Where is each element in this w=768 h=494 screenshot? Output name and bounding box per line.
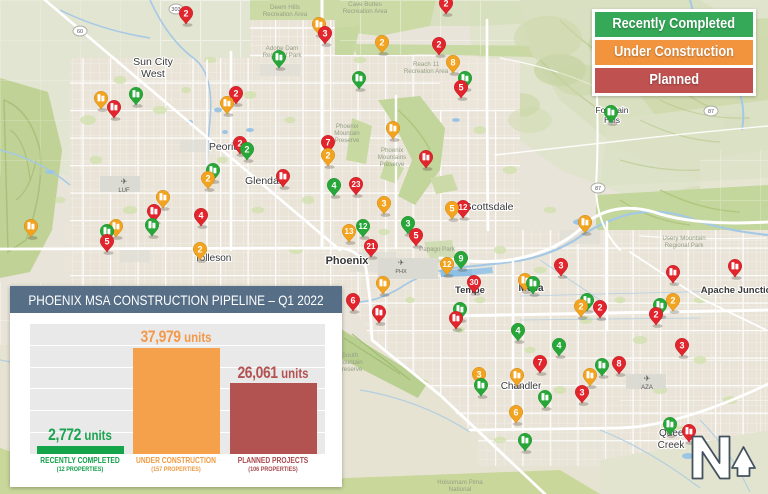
svg-text:Mountain: Mountain (334, 130, 360, 137)
svg-text:6: 6 (513, 407, 518, 417)
svg-text:Peoria: Peoria (209, 141, 240, 153)
svg-text:Phoenix: Phoenix (336, 123, 359, 130)
svg-text:60: 60 (77, 29, 83, 35)
svg-text:4: 4 (556, 340, 561, 350)
svg-text:4: 4 (515, 325, 520, 335)
svg-text:3: 3 (679, 340, 684, 350)
svg-text:Holsomam Pima: Holsomam Pima (437, 479, 483, 486)
svg-text:✈: ✈ (398, 258, 405, 267)
svg-text:6: 6 (350, 295, 355, 305)
svg-text:National: National (449, 486, 472, 493)
svg-text:LUF: LUF (118, 188, 130, 194)
svg-text:21: 21 (367, 242, 376, 251)
svg-text:7: 7 (537, 357, 542, 367)
svg-text:13: 13 (345, 227, 354, 236)
svg-text:Reach 11: Reach 11 (413, 61, 440, 68)
svg-text:7: 7 (325, 137, 330, 147)
svg-text:AZA: AZA (641, 385, 653, 391)
svg-text:Recreation Area: Recreation Area (343, 8, 388, 15)
svg-text:9: 9 (458, 253, 463, 263)
svg-text:2: 2 (436, 39, 441, 49)
svg-text:Regional Park: Regional Park (665, 242, 705, 249)
svg-text:Phoenix: Phoenix (381, 147, 404, 154)
svg-text:West: West (141, 68, 165, 80)
svg-text:12: 12 (359, 222, 368, 231)
svg-text:Preserve: Preserve (380, 161, 405, 168)
svg-text:Cave Buttes: Cave Buttes (348, 1, 382, 8)
svg-text:2: 2 (205, 173, 210, 183)
svg-text:12: 12 (443, 260, 452, 269)
svg-text:Sun City: Sun City (133, 56, 173, 68)
svg-text:30: 30 (470, 278, 479, 287)
svg-text:South: South (342, 352, 359, 359)
svg-text:8: 8 (616, 358, 621, 368)
svg-text:Apache Junction: Apache Junction (701, 285, 768, 296)
svg-text:Creek: Creek (658, 440, 686, 451)
svg-text:Deem Hills: Deem Hills (270, 4, 300, 11)
svg-text:2: 2 (233, 88, 238, 98)
svg-text:3: 3 (381, 198, 386, 208)
svg-text:Scottsdale: Scottsdale (464, 201, 513, 213)
svg-text:2: 2 (443, 0, 448, 8)
svg-text:5: 5 (458, 82, 463, 92)
svg-text:8: 8 (450, 57, 455, 67)
svg-text:Mountains: Mountains (378, 154, 407, 161)
svg-text:2: 2 (197, 244, 202, 254)
svg-text:3: 3 (558, 260, 563, 270)
svg-text:2: 2 (325, 150, 330, 160)
svg-text:✈: ✈ (121, 177, 128, 186)
svg-text:3: 3 (476, 369, 481, 379)
svg-text:2: 2 (670, 295, 675, 305)
svg-text:2: 2 (578, 301, 583, 311)
svg-text:5: 5 (449, 203, 454, 213)
svg-text:2: 2 (379, 37, 384, 47)
svg-text:✈: ✈ (644, 374, 651, 383)
svg-text:Recreation Area: Recreation Area (404, 68, 449, 75)
svg-text:303: 303 (171, 7, 180, 13)
svg-text:Preserve: Preserve (338, 366, 363, 373)
svg-text:23: 23 (352, 180, 361, 189)
svg-text:5: 5 (104, 236, 109, 246)
svg-text:Chandler: Chandler (501, 381, 542, 392)
svg-text:4: 4 (198, 210, 203, 220)
svg-text:3: 3 (322, 28, 327, 38)
svg-text:2: 2 (653, 309, 658, 319)
svg-text:2: 2 (183, 8, 188, 18)
svg-text:Phoenix: Phoenix (326, 255, 370, 267)
svg-text:87: 87 (708, 109, 714, 115)
svg-text:4: 4 (331, 180, 336, 190)
svg-text:5: 5 (413, 230, 418, 240)
svg-text:2: 2 (597, 302, 602, 312)
svg-text:Mountain: Mountain (337, 359, 363, 366)
svg-text:PHX: PHX (395, 269, 407, 275)
svg-text:3: 3 (579, 387, 584, 397)
svg-text:Usery Mountain: Usery Mountain (662, 235, 706, 242)
svg-text:Adobe Dam: Adobe Dam (266, 45, 299, 52)
svg-text:2: 2 (244, 144, 249, 154)
svg-text:2: 2 (237, 138, 242, 148)
svg-text:87: 87 (595, 186, 601, 192)
svg-text:3: 3 (405, 218, 410, 228)
svg-text:Papago Park: Papago Park (419, 246, 456, 253)
svg-text:Recreation Area: Recreation Area (263, 11, 308, 18)
svg-text:12: 12 (459, 203, 468, 212)
svg-text:Preserve: Preserve (335, 137, 360, 144)
